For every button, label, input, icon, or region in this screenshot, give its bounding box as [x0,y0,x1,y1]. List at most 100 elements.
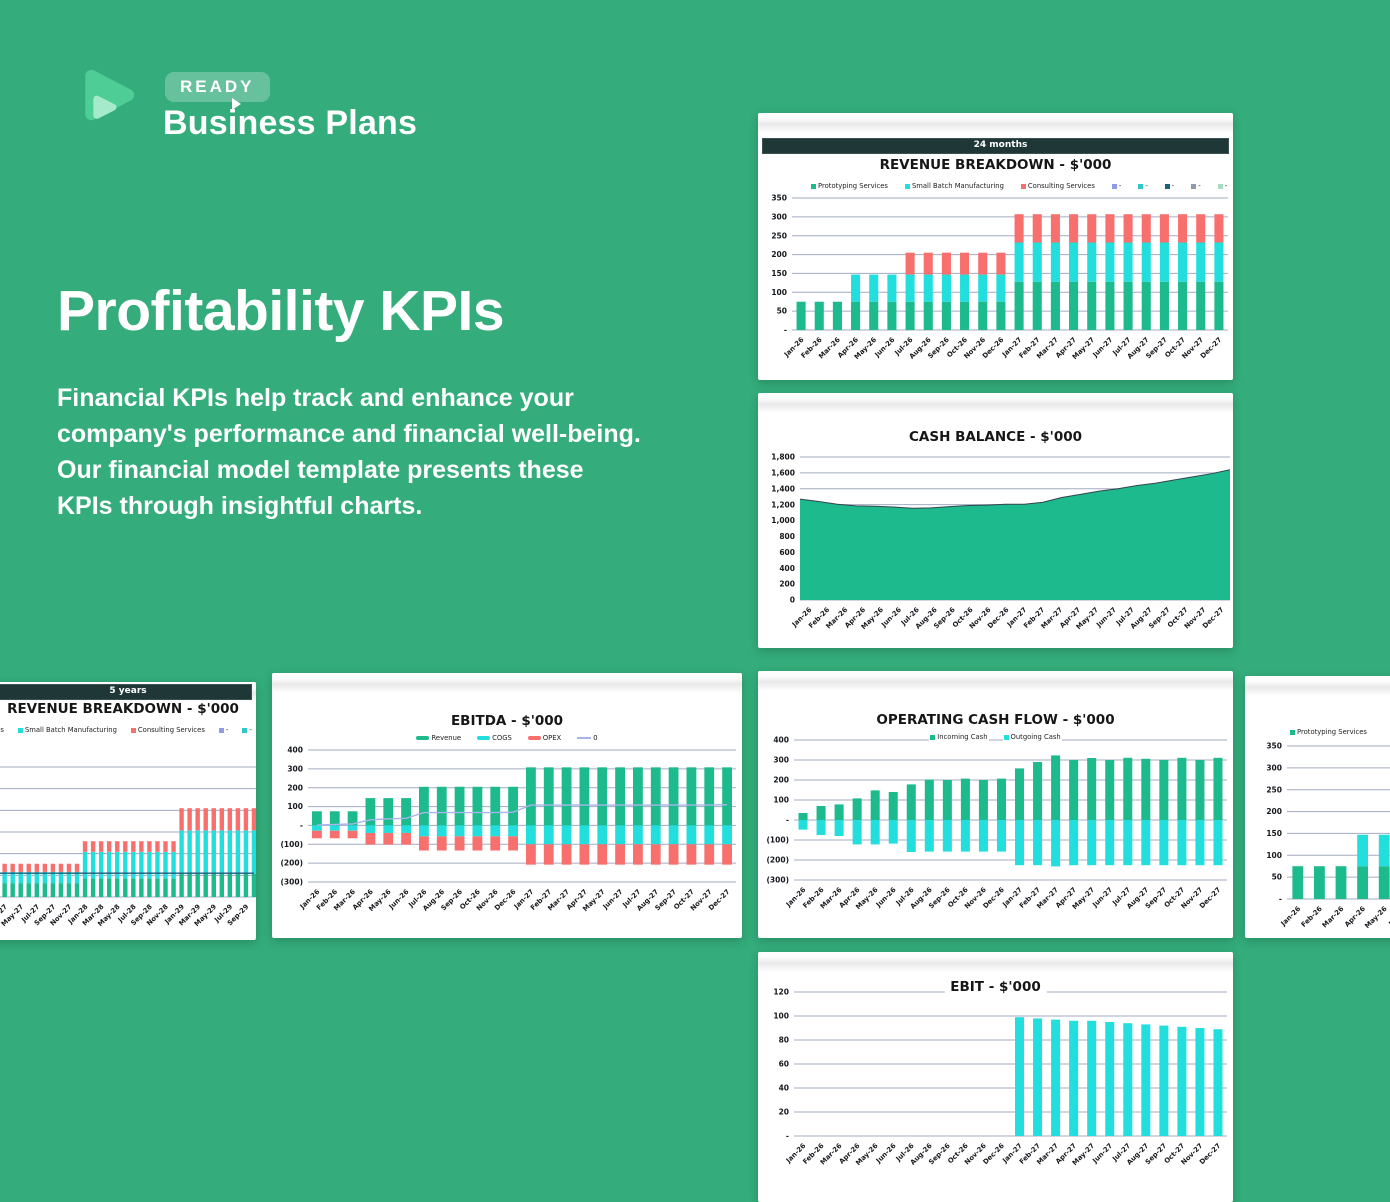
svg-text:400: 400 [287,746,303,755]
legend-item: Consulting Services [129,726,206,734]
chart-title: EBIT - $'000 [944,979,1047,995]
card-ebitda: EBITDA - $'000 Revenue COGS OPEX 0 400 300 200 1… [272,673,742,938]
brand-i-play-accent-icon [232,98,241,110]
svg-text:Jun-27: Jun-27 [1091,336,1115,360]
svg-text:100: 100 [771,288,787,297]
legend-marker-icon [477,736,491,740]
svg-text:1,200: 1,200 [771,500,795,509]
legend-item: - [1110,182,1123,190]
legend-item: Prototyping Services [0,726,5,734]
svg-text:200: 200 [1266,807,1282,816]
svg-text:150: 150 [771,269,787,278]
legend-item: Revenue [415,734,463,742]
svg-text:(200): (200) [280,859,303,868]
chart-plot: 35030025020015010050-Jan-26Feb-26Mar-26A… [1266,742,1390,931]
legend-item: - [1137,182,1149,190]
svg-text:May-26: May-26 [1363,905,1389,931]
chart-title: REVENUE BREAKDOWN - $'000 [873,157,1118,173]
chart-plot: 1,8001,6001,4001,2001,0008006004002000Ja… [771,453,1231,631]
svg-text:300: 300 [1266,763,1282,772]
svg-text:200: 200 [771,250,787,259]
card-operating-cash-flow: OPERATING CASH FLOW - $'000 Incoming Cash… [758,671,1233,938]
legend-item: OPEX [526,734,563,742]
play-logo-icon [85,69,135,121]
legend-marker-icon [1290,729,1295,735]
legend-item: Small Batch Manufacturing [903,182,1005,190]
chart-title: OPERATING CASH FLOW - $'000 [870,712,1121,728]
svg-text:60: 60 [779,1060,789,1069]
chart-plot: 35030025020015010050-Jan-26Feb-26Mar-26A… [771,194,1228,361]
chart-title: REVENUE BREAKDOWN - $'000 [1,701,245,717]
svg-text:Jun-26: Jun-26 [874,886,898,910]
legend-marker-icon [577,737,592,739]
svg-text:300: 300 [771,212,787,221]
chart-plot: 400300200100-(100)(200)(300)Jan-26Feb-26… [766,736,1227,911]
svg-text:350: 350 [1266,742,1282,751]
svg-text:1,000: 1,000 [771,516,795,525]
legend-marker-icon [17,727,23,733]
svg-text:200: 200 [779,580,795,589]
svg-text:250: 250 [771,231,787,240]
chart-plot: Jan-26Mar-26May-26Jul-26Sep-26Nov-26Jan-… [0,766,256,928]
page-description: Financial KPIs help track and enhance yo… [57,384,641,520]
legend-item: 0 [576,734,599,742]
legend-item: Small Batch Manufacturing [16,726,118,734]
svg-text:1,800: 1,800 [771,453,795,462]
legend-item: Outgoing Cash [1002,733,1062,741]
legend-marker-icon [1164,183,1170,189]
svg-text:250: 250 [1266,785,1282,794]
legend-marker-icon [416,736,430,740]
legend-marker-icon [242,727,248,733]
chart-legend: Incoming Cash Outgoing Cash [758,733,1233,741]
period-tab: 5 years [0,684,252,700]
card-cash-balance: CASH BALANCE - $'000 1,800 1,600 1,400 1,200… [758,393,1233,648]
svg-text:400: 400 [779,564,795,573]
legend-marker-icon [1138,183,1144,189]
legend-item: Consulting Services [1019,182,1096,190]
period-tab: 24 months [762,138,1229,154]
chart-plot: 400300200100-(100)(200)(300)Jan-26Feb-26… [280,746,736,913]
card-revenue-breakdown-partial: Prototyping Services 350 300 250 200 150 100 50… [1245,676,1390,938]
svg-text:100: 100 [287,802,303,811]
svg-text:(300): (300) [280,878,303,887]
legend-item: - [241,726,253,734]
brand-name: Business Plans [163,98,417,143]
svg-text:-: - [1279,895,1282,904]
legend-marker-icon [1003,734,1009,740]
legend-marker-icon [130,727,136,733]
svg-text:400: 400 [773,736,789,745]
svg-text:200: 200 [287,783,303,792]
svg-text:Jun-26: Jun-26 [879,606,903,630]
chart-title: CASH BALANCE - $'000 [902,429,1089,445]
svg-text:50: 50 [1272,873,1282,882]
legend-item: COGS [476,734,513,742]
svg-text:100: 100 [773,1012,789,1021]
legend-marker-icon [1111,183,1117,189]
svg-text:Jun-27: Jun-27 [1094,606,1118,630]
legend-marker-icon [1191,183,1197,189]
svg-text:300: 300 [773,756,789,765]
svg-text:Jun-26: Jun-26 [873,336,897,360]
svg-text:Jan-26: Jan-26 [1279,905,1303,929]
legend-item: Incoming Cash [929,733,989,741]
svg-text:350: 350 [771,194,787,203]
legend-marker-icon [1020,183,1026,189]
legend-item: - [1163,182,1176,190]
chart-legend: Prototyping Services Small Batch Manufact… [810,182,1233,190]
svg-text:40: 40 [779,1084,789,1093]
legend-item: Prototyping Services [810,182,889,190]
svg-text:300: 300 [287,764,303,773]
chart-title: EBITDA - $'000 [444,713,570,729]
svg-text:Jun-27: Jun-27 [1090,886,1114,910]
chart-legend: Prototyping Services [1289,728,1368,736]
ready-badge: READY [165,72,270,102]
svg-text:-: - [300,821,303,830]
svg-text:1,600: 1,600 [771,468,795,477]
legend-item: - [1216,182,1229,190]
svg-text:100: 100 [773,796,789,805]
svg-text:0: 0 [790,596,795,605]
svg-text:Mar-26: Mar-26 [1321,905,1346,930]
legend-marker-icon [1217,183,1223,189]
svg-text:200: 200 [773,776,789,785]
svg-text:20: 20 [779,1108,789,1117]
